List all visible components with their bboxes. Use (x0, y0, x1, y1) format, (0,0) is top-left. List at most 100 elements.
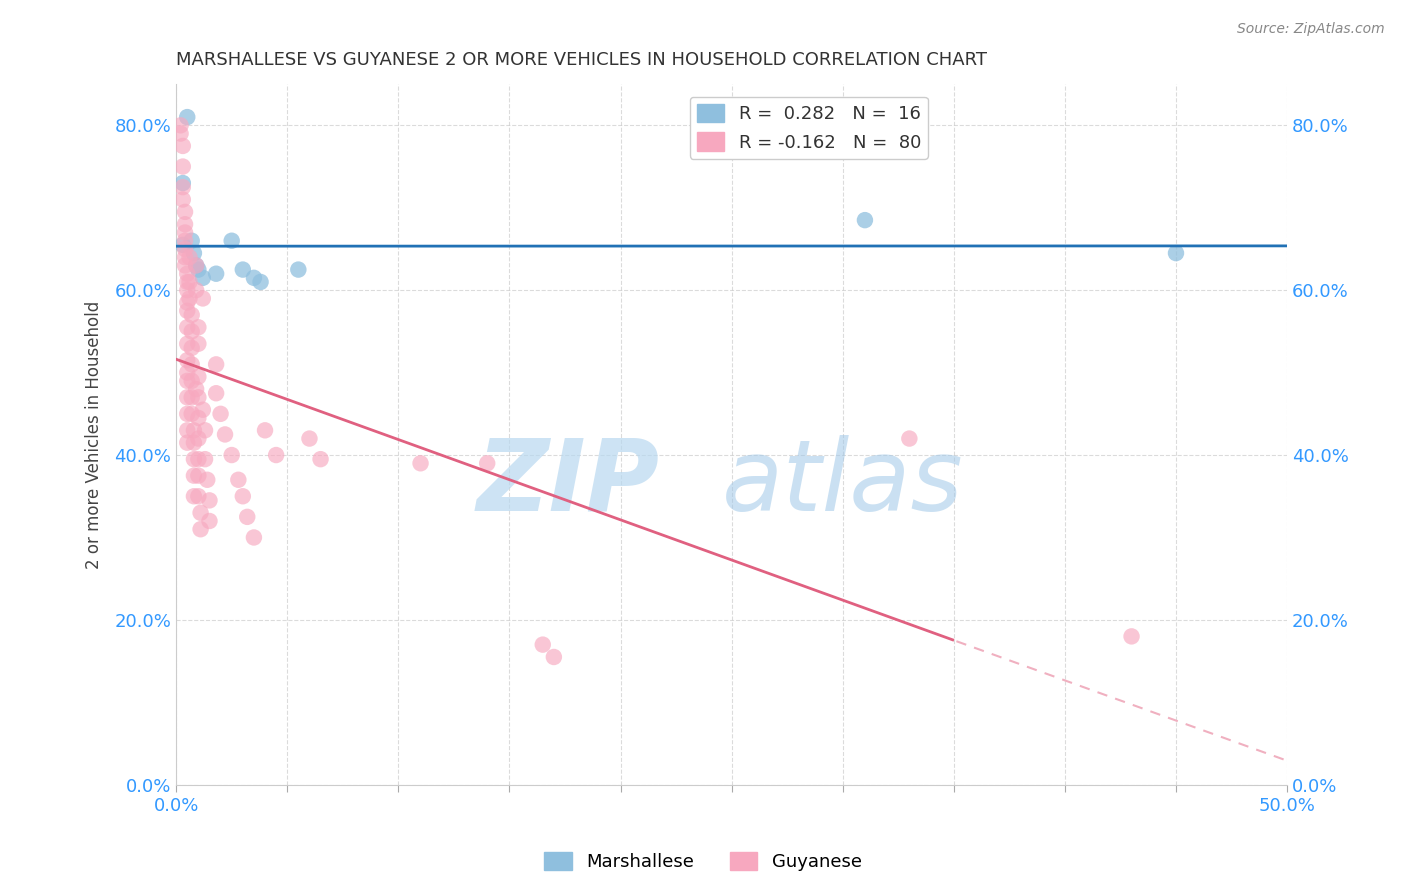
Point (853, 213, 876, 227)
Point (174, 234, 197, 248)
Point (205, 267, 228, 281)
Point (176, 353, 198, 368)
Point (194, 423, 217, 437)
Point (179, 250, 201, 264)
Point (198, 514, 221, 528)
Point (186, 259, 208, 273)
Point (183, 468, 205, 483)
Point (180, 341, 202, 355)
Point (187, 411, 209, 425)
Point (264, 448, 287, 462)
Point (298, 432, 321, 446)
Point (187, 320, 209, 334)
Point (209, 407, 232, 421)
Point (183, 423, 205, 437)
Point (243, 531, 266, 545)
Point (221, 234, 243, 248)
Point (221, 448, 243, 462)
Point (176, 407, 198, 421)
Point (187, 452, 209, 467)
Point (183, 246, 205, 260)
Point (1164, 246, 1187, 260)
Text: Source: ZipAtlas.com: Source: ZipAtlas.com (1237, 22, 1385, 37)
Point (309, 452, 332, 467)
Point (186, 382, 208, 396)
Point (198, 493, 221, 508)
Point (187, 369, 209, 384)
Point (172, 180, 194, 194)
Point (186, 259, 208, 273)
Point (186, 283, 208, 297)
Point (176, 336, 198, 351)
Legend: R =  0.282   N =  16, R = -0.162   N =  80: R = 0.282 N = 16, R = -0.162 N = 80 (690, 96, 928, 159)
Point (195, 473, 218, 487)
Point (205, 357, 228, 371)
Point (172, 139, 194, 153)
Point (194, 452, 217, 467)
Point (180, 390, 202, 404)
Point (176, 435, 198, 450)
Point (183, 489, 205, 503)
Point (190, 522, 212, 536)
Point (236, 509, 259, 524)
Point (174, 226, 197, 240)
Point (176, 390, 198, 404)
Point (176, 283, 198, 297)
Point (228, 473, 250, 487)
Point (409, 456, 432, 470)
Point (176, 320, 198, 334)
Point (232, 262, 254, 277)
Point (180, 374, 202, 388)
Point (191, 292, 214, 306)
Point (543, 650, 565, 665)
Point (169, 127, 191, 141)
Point (191, 270, 214, 285)
Point (174, 242, 197, 256)
Point (169, 119, 191, 133)
Point (180, 407, 202, 421)
Point (187, 390, 209, 404)
Point (187, 468, 209, 483)
Point (176, 295, 198, 310)
Point (174, 205, 197, 219)
Point (183, 435, 205, 450)
Point (176, 366, 198, 380)
Point (214, 427, 236, 442)
Point (176, 374, 198, 388)
Point (174, 250, 197, 264)
Point (176, 423, 198, 437)
Point (180, 325, 202, 339)
Text: atlas: atlas (721, 435, 963, 532)
Point (172, 193, 194, 207)
Text: ZIP: ZIP (477, 435, 659, 532)
Point (174, 217, 197, 231)
Y-axis label: 2 or more Vehicles in Household: 2 or more Vehicles in Household (86, 301, 103, 568)
Text: MARSHALLESE VS GUYANESE 2 OR MORE VEHICLES IN HOUSEHOLD CORRELATION CHART: MARSHALLESE VS GUYANESE 2 OR MORE VEHICL… (176, 51, 987, 69)
Point (174, 259, 197, 273)
Point (187, 432, 209, 446)
Point (176, 110, 198, 124)
Point (187, 336, 209, 351)
Point (253, 423, 276, 437)
Point (176, 275, 198, 289)
Point (183, 452, 205, 467)
Point (180, 357, 202, 371)
Point (176, 267, 198, 281)
Point (531, 638, 554, 652)
Point (176, 303, 198, 318)
Point (180, 308, 202, 322)
Point (191, 402, 214, 417)
Point (172, 176, 194, 190)
Point (232, 489, 254, 503)
Point (172, 238, 194, 252)
Point (179, 292, 201, 306)
Point (187, 262, 209, 277)
Legend: Marshallese, Guyanese: Marshallese, Guyanese (537, 845, 869, 879)
Point (1121, 629, 1143, 643)
Point (187, 489, 209, 503)
Point (180, 234, 202, 248)
Point (249, 275, 271, 289)
Point (477, 456, 499, 470)
Point (205, 386, 228, 401)
Point (190, 506, 212, 520)
